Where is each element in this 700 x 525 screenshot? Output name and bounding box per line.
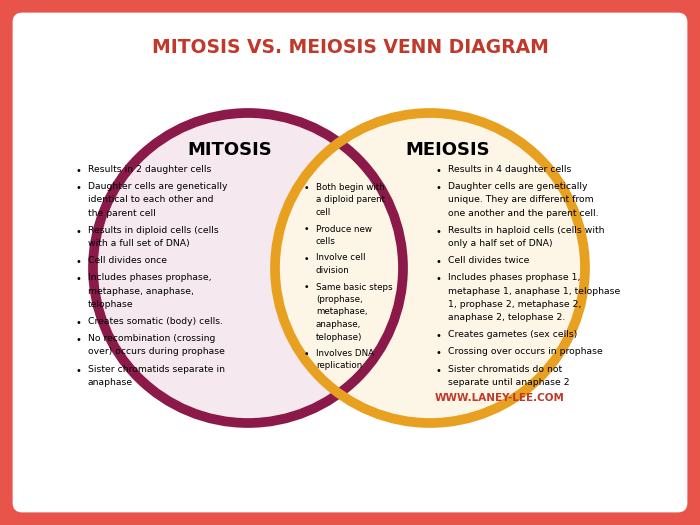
- Text: MEIOSIS: MEIOSIS: [406, 141, 490, 159]
- Text: Cell divides twice: Cell divides twice: [448, 256, 529, 265]
- Text: Results in 4 daughter cells: Results in 4 daughter cells: [448, 165, 571, 174]
- Text: metaphase, anaphase,: metaphase, anaphase,: [88, 287, 194, 296]
- Text: •: •: [304, 284, 309, 292]
- Text: MITOSIS: MITOSIS: [188, 141, 272, 159]
- Text: •: •: [435, 166, 441, 176]
- Text: •: •: [75, 257, 81, 267]
- Text: (prophase,: (prophase,: [316, 295, 363, 304]
- Text: Sister chromatids do not: Sister chromatids do not: [448, 364, 562, 374]
- Text: •: •: [435, 349, 441, 359]
- Text: Daughter cells are genetically: Daughter cells are genetically: [448, 182, 587, 191]
- Text: over) occurs during prophase: over) occurs during prophase: [88, 348, 225, 356]
- Text: separate until anaphase 2: separate until anaphase 2: [448, 378, 570, 387]
- Text: one another and the parent cell.: one another and the parent cell.: [448, 208, 598, 217]
- Text: the parent cell: the parent cell: [88, 208, 155, 217]
- Text: anaphase: anaphase: [88, 378, 133, 387]
- Text: Both begin with: Both begin with: [316, 183, 385, 192]
- Text: Creates gametes (sex cells): Creates gametes (sex cells): [448, 330, 578, 339]
- Text: •: •: [304, 184, 309, 193]
- Text: Crossing over occurs in prophase: Crossing over occurs in prophase: [448, 348, 603, 356]
- Text: •: •: [75, 227, 81, 237]
- Text: •: •: [75, 183, 81, 193]
- Text: •: •: [304, 255, 309, 264]
- Text: metaphase 1, anaphase 1, telophase: metaphase 1, anaphase 1, telophase: [448, 287, 620, 296]
- Text: Involve cell: Involve cell: [316, 254, 365, 262]
- Text: unique. They are different from: unique. They are different from: [448, 195, 594, 204]
- Text: Results in 2 daughter cells: Results in 2 daughter cells: [88, 165, 211, 174]
- Text: •: •: [435, 331, 441, 341]
- Text: Cell divides once: Cell divides once: [88, 256, 167, 265]
- FancyBboxPatch shape: [14, 14, 686, 511]
- Text: •: •: [75, 166, 81, 176]
- Text: Creates somatic (body) cells.: Creates somatic (body) cells.: [88, 317, 223, 326]
- Text: identical to each other and: identical to each other and: [88, 195, 214, 204]
- Text: a diploid parent: a diploid parent: [316, 195, 385, 205]
- Text: •: •: [75, 365, 81, 375]
- Text: telophase): telophase): [316, 332, 363, 341]
- Text: division: division: [316, 266, 350, 275]
- Text: Results in haploid cells (cells with: Results in haploid cells (cells with: [448, 226, 605, 235]
- Text: Results in diploid cells (cells: Results in diploid cells (cells: [88, 226, 218, 235]
- Text: cell: cell: [316, 208, 331, 217]
- Text: Involves DNA: Involves DNA: [316, 349, 374, 358]
- Text: •: •: [75, 318, 81, 328]
- Text: Sister chromatids separate in: Sister chromatids separate in: [88, 364, 225, 374]
- Text: •: •: [435, 183, 441, 193]
- Text: •: •: [75, 275, 81, 285]
- Text: anaphase 2, telophase 2.: anaphase 2, telophase 2.: [448, 313, 566, 322]
- Text: •: •: [304, 226, 309, 235]
- Text: Includes phases prophase,: Includes phases prophase,: [88, 274, 211, 282]
- Text: •: •: [435, 365, 441, 375]
- Text: •: •: [304, 350, 309, 359]
- Text: •: •: [435, 257, 441, 267]
- Text: •: •: [435, 275, 441, 285]
- Text: replication: replication: [316, 362, 363, 371]
- Text: Produce new: Produce new: [316, 225, 372, 234]
- Text: Includes phases prophase 1,: Includes phases prophase 1,: [448, 274, 580, 282]
- Text: only a half set of DNA): only a half set of DNA): [448, 239, 552, 248]
- Text: 1, prophase 2, metaphase 2,: 1, prophase 2, metaphase 2,: [448, 300, 582, 309]
- Text: cells: cells: [316, 237, 336, 246]
- Text: •: •: [435, 227, 441, 237]
- Text: MITOSIS VS. MEIOSIS VENN DIAGRAM: MITOSIS VS. MEIOSIS VENN DIAGRAM: [152, 38, 548, 57]
- Text: anaphase,: anaphase,: [316, 320, 361, 329]
- Text: No recombination (crossing: No recombination (crossing: [88, 334, 216, 343]
- Text: telophase: telophase: [88, 300, 134, 309]
- Circle shape: [275, 113, 585, 423]
- Text: metaphase,: metaphase,: [316, 308, 368, 317]
- Circle shape: [93, 113, 403, 423]
- Text: Same basic steps: Same basic steps: [316, 282, 393, 291]
- Text: •: •: [75, 335, 81, 345]
- Text: WWW.LANEY-LEE.COM: WWW.LANEY-LEE.COM: [435, 393, 565, 403]
- Text: with a full set of DNA): with a full set of DNA): [88, 239, 190, 248]
- Text: Daughter cells are genetically: Daughter cells are genetically: [88, 182, 228, 191]
